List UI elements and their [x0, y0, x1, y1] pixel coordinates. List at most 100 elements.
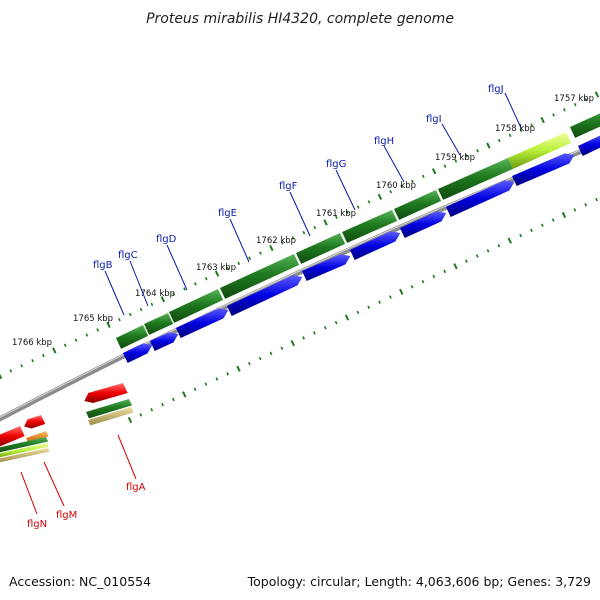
outer-tick: [280, 241, 284, 245]
outer-tick: [313, 225, 317, 230]
outer-tick: [563, 108, 566, 112]
gene-bar-flgG: [342, 210, 398, 243]
gene-bar-flgE: [220, 254, 300, 299]
outer-tick: [74, 338, 78, 342]
gene-bar-flgB: [116, 325, 149, 349]
cds-arrow-flgI: [446, 180, 515, 217]
inner-tick: [139, 413, 143, 417]
inner-tick: [540, 223, 544, 227]
outer-tick: [519, 128, 523, 132]
inner-tick: [269, 351, 273, 356]
gene-bar-flgF: [296, 233, 346, 264]
outer-tick: [454, 159, 458, 163]
outer-tick: [431, 168, 437, 175]
outer-tick: [31, 358, 34, 363]
outer-tick: [400, 184, 403, 189]
gene-bar-flgH: [394, 190, 442, 220]
inner-tick: [172, 397, 175, 402]
outer-tick: [118, 317, 121, 322]
outer-tick: [42, 353, 45, 358]
kbp-tick-labels: 1757 kbp 1758 kbp 1759 kbp 1760 kbp 1761…: [12, 94, 594, 348]
outer-tick: [540, 116, 545, 124]
outer-tick: [226, 266, 230, 271]
outer-tick: [323, 219, 328, 226]
inner-tick: [595, 197, 598, 202]
inner-tick: [161, 402, 164, 407]
outer-tick: [204, 277, 208, 281]
gene-bar-flgI: [438, 158, 514, 200]
tick-label-1759: 1759 kbp: [435, 153, 475, 163]
inner-tick: [193, 387, 197, 391]
cds-arrow-flgI-2: [512, 153, 575, 186]
cds-arrow-flgN: [0, 426, 25, 447]
inner-tick: [432, 274, 436, 279]
outer-tick: [367, 200, 371, 204]
cds-arrow-flgF: [302, 254, 351, 281]
outer-tick: [356, 205, 360, 209]
cds-arrow-flgC: [150, 332, 179, 351]
outer-tick: [172, 292, 176, 296]
reverse-feature-track: [0, 383, 134, 463]
inner-tick: [150, 408, 154, 412]
inner-tick: [290, 339, 295, 347]
inner-tick: [561, 211, 567, 219]
leader-line-flgC: [129, 260, 149, 307]
outer-tick: [421, 174, 425, 179]
cds-arrow-flgG: [350, 231, 401, 260]
inner-tick: [356, 310, 360, 315]
inner-tick: [584, 203, 588, 207]
outer-tick: [508, 133, 512, 138]
map-title: Proteus mirabilis HI4320, complete genom…: [146, 11, 454, 27]
gene-label-flgF: flgF: [279, 181, 298, 192]
tick-label-1766: 1766 kbp: [12, 338, 52, 348]
forward-gene-labels: flgJ flgI flgH flgG flgF flgE flgD flgC …: [93, 84, 522, 316]
tick-label-1763: 1763 kbp: [196, 263, 236, 273]
inner-tick: [453, 263, 458, 270]
outer-tick: [345, 210, 349, 214]
leader-line-flgE: [229, 218, 250, 263]
inner-tick: [530, 228, 533, 233]
leader-line-flgD: [166, 244, 188, 291]
leader-line-flgF: [289, 191, 311, 237]
gene-label-flgM: flgM: [56, 510, 77, 521]
cds-arrow-flgE: [227, 275, 303, 316]
outer-tick: [183, 287, 186, 291]
inner-tick: [573, 208, 577, 212]
gene-label-flgD: flgD: [156, 234, 177, 245]
outer-tick: [269, 244, 274, 252]
outer-tick: [302, 230, 306, 235]
inner-tick: [344, 314, 350, 321]
inner-tick: [334, 320, 338, 325]
tick-label-1760: 1760 kbp: [376, 181, 416, 191]
outer-tick: [214, 270, 220, 277]
inner-tick: [551, 218, 555, 222]
inner-tick: [367, 305, 371, 309]
cds-arrow-flgJ: [578, 135, 600, 156]
outer-tick: [573, 102, 577, 107]
gene-bar-flgJ: [570, 113, 600, 138]
outer-tick: [486, 142, 491, 149]
inner-tick: [465, 259, 468, 263]
leader-line-flgB: [104, 270, 125, 316]
inner-tick: [215, 377, 219, 381]
outer-tick: [160, 296, 165, 303]
genome-summary-text: Topology: circular; Length: 4,063,606 bp…: [247, 574, 591, 589]
tick-label-1765: 1765 kbp: [73, 314, 113, 324]
gene-bar-flgA: [86, 399, 132, 419]
inner-tick: [378, 300, 381, 304]
genome-backbone-highlight: [0, 141, 600, 418]
gene-label-flgJ: flgJ: [488, 84, 504, 95]
gene-label-flgA: flgA: [126, 482, 146, 493]
cds-arrow-flgD: [176, 308, 229, 338]
gene-bar-flgC: [144, 313, 174, 335]
outer-tick: [476, 149, 479, 153]
outer-tick: [20, 364, 24, 368]
inner-tick: [280, 346, 284, 350]
cds-arrow-flgM: [24, 415, 46, 429]
inner-tick: [247, 361, 251, 366]
cds-arrow-flgB: [123, 343, 153, 363]
inner-tick: [204, 382, 208, 386]
outer-tick: [193, 282, 197, 286]
leader-line-flgM: [43, 461, 65, 507]
